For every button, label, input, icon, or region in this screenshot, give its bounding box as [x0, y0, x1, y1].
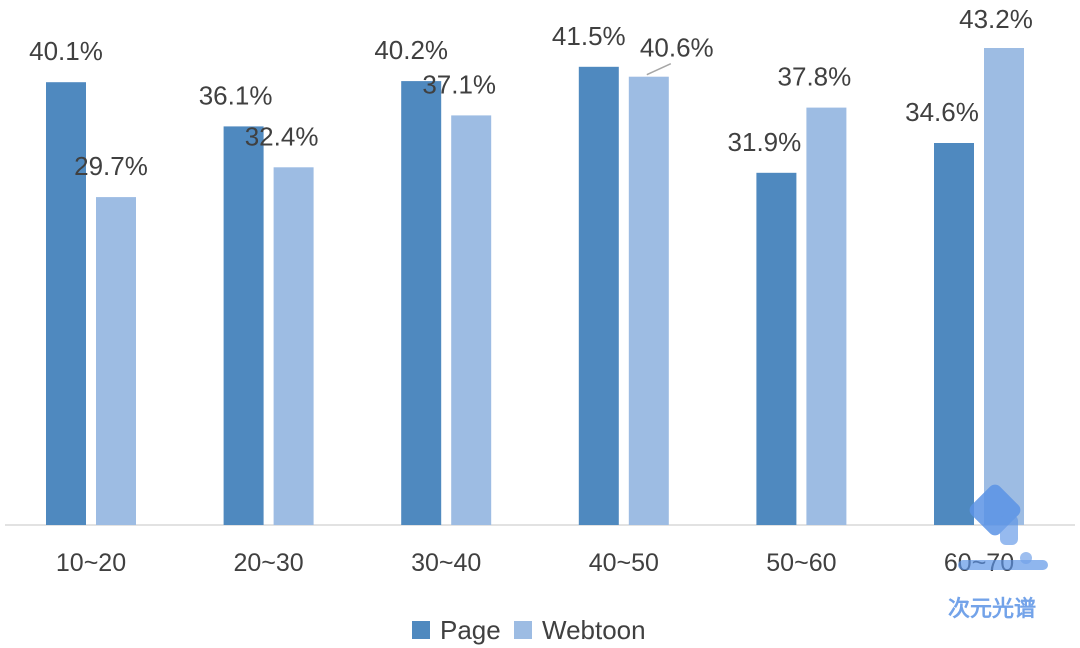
value-label-page-40~50: 41.5%: [552, 21, 626, 51]
legend-swatch-page: [412, 621, 430, 639]
bar-page-60~70: [934, 143, 974, 525]
value-label-webtoon-60~70: 43.2%: [959, 4, 1033, 34]
legend-label-page: Page: [440, 615, 501, 645]
bar-webtoon-40~50: [628, 76, 669, 525]
value-label-page-50~60: 31.9%: [728, 127, 802, 157]
x-tick-label-10~20: 10~20: [56, 549, 126, 577]
watermark: 次元光谱: [948, 484, 1048, 622]
value-label-page-30~40: 40.2%: [374, 35, 448, 65]
value-label-webtoon-30~40: 37.1%: [422, 69, 496, 99]
legend-label-webtoon: Webtoon: [542, 615, 646, 645]
value-label-page-10~20: 40.1%: [29, 36, 103, 66]
bars-group: [46, 48, 1024, 526]
bar-page-10~20: [46, 82, 86, 525]
x-tick-label-30~40: 30~40: [411, 549, 481, 577]
bar-page-20~30: [223, 126, 264, 526]
bar-webtoon-20~30: [273, 167, 314, 526]
watermark-logo-icon: [958, 484, 1048, 570]
legend-swatch-webtoon: [514, 621, 532, 639]
x-tick-label-50~60: 50~60: [766, 549, 836, 577]
value-label-webtoon-10~20: 29.7%: [74, 151, 148, 181]
leader-line: [646, 63, 672, 76]
bar-webtoon-30~40: [451, 115, 492, 526]
value-label-webtoon-50~60: 37.8%: [778, 62, 852, 92]
x-tick-label-20~30: 20~30: [233, 549, 303, 577]
value-labels-group: 40.1% 29.7% 36.1% 32.4% 40.2% 37.1% 41.5% 40.6%…: [29, 4, 1033, 181]
legend: Page Webtoon: [412, 615, 646, 645]
bar-webtoon-60~70: [984, 48, 1024, 525]
x-tick-label-40~50: 40~50: [589, 549, 659, 577]
bar-webtoon-10~20: [96, 197, 136, 525]
value-label-page-20~30: 36.1%: [199, 80, 273, 110]
value-label-webtoon-40~50: 40.6%: [640, 33, 714, 63]
watermark-text: 次元光谱: [948, 596, 1036, 622]
bar-webtoon-50~60: [806, 107, 847, 525]
bar-page-30~40: [401, 81, 442, 525]
value-label-webtoon-20~30: 32.4%: [245, 121, 319, 151]
bar-page-50~60: [756, 172, 797, 526]
value-label-page-60~70: 34.6%: [905, 97, 979, 127]
bar-page-40~50: [578, 66, 619, 526]
